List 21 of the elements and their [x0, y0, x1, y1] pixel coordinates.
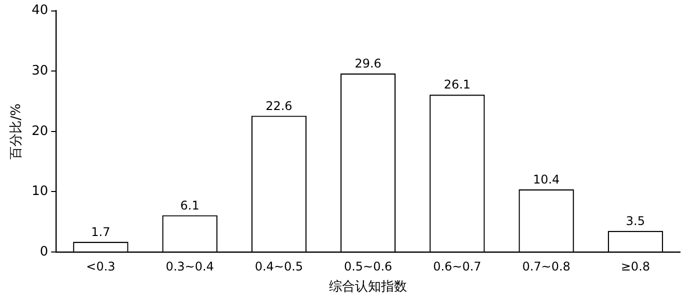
data-label: 6.1 — [180, 198, 200, 212]
y-axis-title: 百分比/% — [9, 104, 24, 160]
data-label: 1.7 — [91, 224, 110, 239]
x-tick-label: 0.5~0.6 — [344, 259, 392, 274]
data-label: 3.5 — [626, 214, 645, 228]
y-tick-label: 0 — [40, 244, 48, 260]
y-tick-label: 30 — [32, 63, 48, 78]
x-tick-label: 0.6~0.7 — [433, 259, 482, 274]
data-label: 22.6 — [266, 98, 292, 113]
data-label: 26.1 — [444, 78, 471, 92]
y-tick-label: 40 — [32, 3, 48, 18]
y-tick-label: 20 — [32, 124, 48, 139]
x-tick-label: 0.7~0.8 — [522, 259, 570, 274]
data-label: 10.4 — [532, 172, 560, 186]
x-tick-label: ≥0.8 — [620, 259, 650, 274]
x-tick-label: 0.3~0.4 — [166, 259, 214, 274]
x-tick-label: 0.4~0.5 — [254, 259, 304, 274]
data-label: 29.6 — [354, 56, 382, 71]
x-tick-label: <0.3 — [86, 259, 116, 274]
x-axis-title: 综合认知指数 — [329, 280, 408, 295]
y-tick-label: 10 — [32, 184, 48, 200]
